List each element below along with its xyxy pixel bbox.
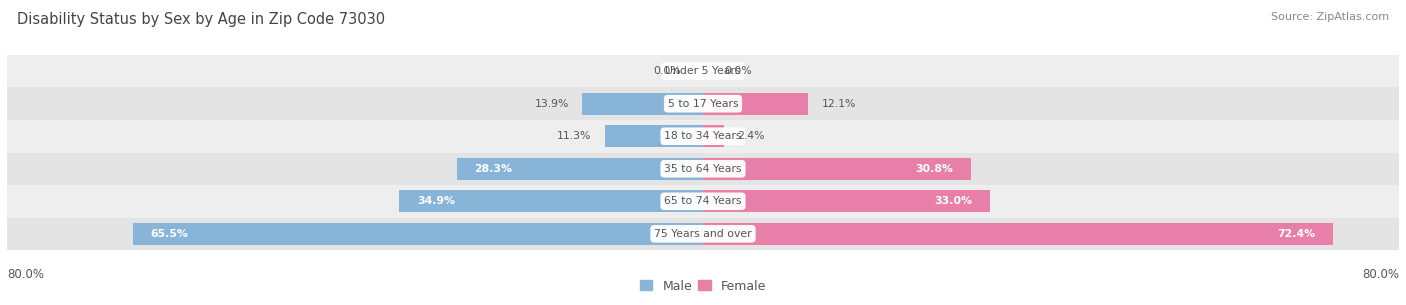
Text: 80.0%: 80.0% [7, 268, 44, 281]
Text: 65 to 74 Years: 65 to 74 Years [664, 196, 742, 206]
Bar [703, 93, 808, 115]
Bar [7, 88, 1399, 120]
Text: 65.5%: 65.5% [150, 229, 188, 239]
Text: 33.0%: 33.0% [935, 196, 973, 206]
Text: 0.0%: 0.0% [654, 66, 682, 76]
Text: Source: ZipAtlas.com: Source: ZipAtlas.com [1271, 12, 1389, 22]
Bar [605, 125, 703, 147]
Text: 2.4%: 2.4% [737, 131, 765, 141]
Bar [582, 93, 703, 115]
Bar [134, 223, 703, 245]
Text: 12.1%: 12.1% [821, 99, 856, 109]
Bar [7, 120, 1399, 152]
Bar [7, 185, 1399, 217]
Text: 75 Years and over: 75 Years and over [654, 229, 752, 239]
Text: 80.0%: 80.0% [1362, 268, 1399, 281]
Text: 34.9%: 34.9% [416, 196, 454, 206]
Text: Under 5 Years: Under 5 Years [665, 66, 741, 76]
Text: 30.8%: 30.8% [915, 164, 953, 174]
Bar [703, 158, 972, 180]
Bar [399, 190, 703, 212]
Text: 11.3%: 11.3% [557, 131, 592, 141]
Text: 13.9%: 13.9% [534, 99, 569, 109]
Bar [7, 55, 1399, 88]
Bar [7, 152, 1399, 185]
Text: Disability Status by Sex by Age in Zip Code 73030: Disability Status by Sex by Age in Zip C… [17, 12, 385, 27]
Text: 28.3%: 28.3% [474, 164, 512, 174]
Bar [703, 125, 724, 147]
Text: 0.0%: 0.0% [724, 66, 752, 76]
Text: 18 to 34 Years: 18 to 34 Years [664, 131, 742, 141]
Text: 72.4%: 72.4% [1277, 229, 1316, 239]
Bar [703, 223, 1333, 245]
Bar [7, 217, 1399, 250]
Bar [703, 190, 990, 212]
Text: 5 to 17 Years: 5 to 17 Years [668, 99, 738, 109]
Legend: Male, Female: Male, Female [640, 280, 766, 293]
Bar [457, 158, 703, 180]
Text: 35 to 64 Years: 35 to 64 Years [664, 164, 742, 174]
